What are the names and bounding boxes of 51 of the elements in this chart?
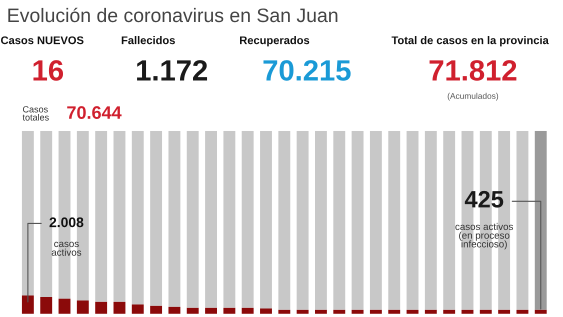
chart-title: Evolución de coronavirus en San Juan (8, 8, 338, 22)
text: 1.172 (137, 60, 208, 80)
text: Total de casos en la provincia (392, 36, 549, 46)
bar (333, 130, 346, 310)
bar (314, 130, 327, 310)
bar (168, 130, 180, 307)
text: Recuperados (240, 36, 310, 46)
bar (40, 297, 52, 314)
annotation: 425 (464, 190, 504, 208)
bar (223, 308, 236, 314)
bar (95, 130, 108, 302)
text: Fallecidos (122, 36, 175, 44)
bar (424, 130, 437, 310)
bar (205, 308, 217, 314)
bar (370, 130, 382, 310)
annotation: casos activos (52, 242, 82, 256)
text: Casos NUEVOS (1, 36, 84, 44)
text: 70.215 (263, 60, 351, 81)
bar (114, 302, 126, 314)
bar (150, 130, 162, 306)
bar (132, 130, 144, 304)
text: 71.812 (430, 60, 516, 81)
bar (260, 130, 272, 309)
bar (205, 130, 217, 308)
bar (168, 306, 180, 314)
bar (242, 130, 254, 308)
text: 70.644 (67, 106, 122, 119)
bar (516, 130, 528, 310)
bar (132, 304, 144, 314)
bar (242, 308, 254, 314)
bar (223, 130, 236, 308)
bar (388, 130, 400, 310)
annotation: casos activos (en proceso infeccioso) (455, 222, 514, 250)
bar (186, 130, 199, 308)
bar (443, 130, 456, 310)
bar (352, 130, 364, 310)
bar (406, 130, 418, 310)
bar (296, 130, 309, 310)
text: 16 (33, 60, 64, 81)
annotation: 2.008 (50, 217, 84, 228)
bar (22, 296, 34, 314)
bar (22, 130, 34, 296)
text: Casos totales (22, 106, 49, 121)
bar (76, 300, 89, 314)
bar (150, 306, 162, 314)
text: (Acumulados) (448, 92, 498, 101)
bar (278, 130, 290, 310)
bar (95, 302, 108, 314)
bar (260, 308, 272, 314)
bar (114, 130, 126, 302)
bar (58, 298, 70, 314)
